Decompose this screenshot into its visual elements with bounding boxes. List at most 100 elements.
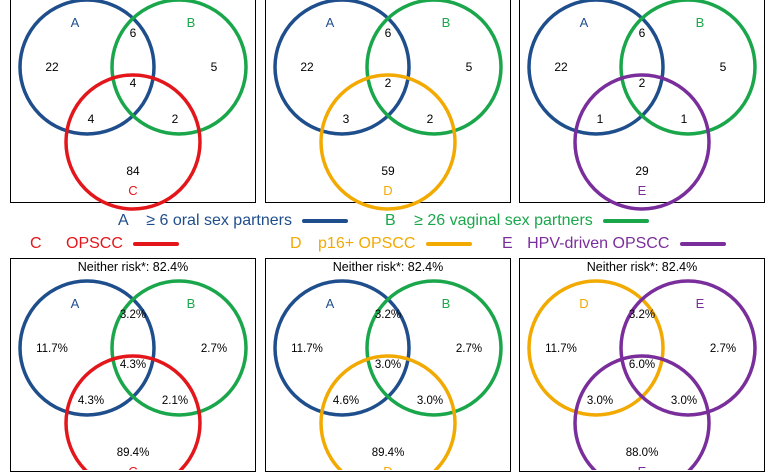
venn-top-2-value-ac: 3 bbox=[343, 112, 350, 126]
venn-bottom-1-value-b: 2.7% bbox=[201, 343, 227, 355]
venn-top-3-value-ab: 6 bbox=[639, 26, 646, 40]
venn-top-3-value-a: 22 bbox=[554, 60, 568, 74]
venn-top-1-value-abc: 4 bbox=[130, 76, 137, 90]
legend-line-C bbox=[133, 241, 180, 246]
venn-bottom-2-label-a: A bbox=[326, 296, 335, 311]
venn-top-2-value-a: 22 bbox=[300, 60, 314, 74]
venn-top-2-set-c-circle bbox=[319, 73, 457, 211]
venn-top-3-value-c: 29 bbox=[635, 164, 649, 178]
venn-top-3-label-a: A bbox=[580, 15, 589, 30]
venn-bottom-1-header: Neither risk*: 82.4% bbox=[78, 260, 188, 274]
venn-bottom-2-value-b: 2.7% bbox=[456, 343, 482, 355]
legend-line-A bbox=[302, 218, 349, 223]
venn-top-2-value-c: 59 bbox=[381, 164, 395, 178]
panel-top-1 bbox=[10, 0, 256, 203]
legend-item-D: D p16+ OPSCC bbox=[290, 235, 472, 253]
venn-top-2-value-bc: 2 bbox=[427, 112, 434, 126]
venn-bottom-3-set-b-circle bbox=[619, 279, 757, 417]
panel-top-3 bbox=[519, 0, 765, 203]
venn-bottom-1-set-a-circle bbox=[18, 279, 156, 417]
venn-top-2-label-c: D bbox=[383, 183, 392, 198]
venn-bottom-3-header: Neither risk*: 82.4% bbox=[587, 260, 697, 274]
venn-bottom-2-value-abc: 3.0% bbox=[375, 359, 401, 371]
legend-key-D: D bbox=[290, 235, 302, 252]
venn-top-1-value-ab: 6 bbox=[130, 26, 137, 40]
legend-line-E bbox=[679, 241, 726, 246]
venn-top-1-set-a-circle bbox=[18, 0, 156, 136]
venn-bottom-2-label-b: B bbox=[442, 296, 451, 311]
venn-top-3-value-ac: 1 bbox=[597, 112, 604, 126]
venn-top-3-value-b: 5 bbox=[720, 60, 727, 74]
panel-top-2 bbox=[265, 0, 511, 203]
venn-bottom-1-value-ab: 3.2% bbox=[120, 309, 146, 321]
legend-key-E: E bbox=[502, 235, 513, 252]
venn-bottom-1-label-b: B bbox=[187, 296, 196, 311]
venn-bottom-2-value-bc: 3.0% bbox=[417, 395, 443, 407]
venn-bottom-3-set-a-circle bbox=[527, 279, 665, 417]
venn-bottom-2-label-c: D bbox=[383, 464, 392, 470]
venn-top-2-label-a: A bbox=[326, 15, 335, 30]
venn-bottom-1-value-abc: 4.3% bbox=[120, 359, 146, 371]
venn-top-3-value-bc: 1 bbox=[681, 112, 688, 126]
venn-top-1-value-c: 84 bbox=[126, 164, 140, 178]
venn-bottom-2-set-c-circle bbox=[319, 354, 457, 470]
venn-top-3-label-c: E bbox=[638, 183, 647, 198]
venn-top-2-set-b-circle bbox=[365, 0, 503, 136]
legend-item-B: B ≥ 26 vaginal sex partners bbox=[385, 212, 650, 230]
venn-top-2-label-b: B bbox=[442, 15, 451, 30]
venn-bottom-1-label-c: C bbox=[128, 464, 137, 470]
venn-top-1-set-b-circle bbox=[110, 0, 248, 136]
venn-bottom-3-value-abc: 6.0% bbox=[629, 359, 655, 371]
legend-line-B bbox=[603, 218, 650, 223]
panel-bottom-1 bbox=[10, 258, 256, 472]
venn-top-1-label-b: B bbox=[187, 15, 196, 30]
legend-label-C: OPSCC bbox=[66, 235, 123, 252]
venn-top-1-value-b: 5 bbox=[211, 60, 218, 74]
venn-bottom-3-value-b: 2.7% bbox=[710, 343, 736, 355]
venn-bottom-3-value-ac: 3.0% bbox=[587, 395, 613, 407]
venn-bottom-2-value-c: 89.4% bbox=[372, 447, 405, 459]
legend-item-C: C OPSCC bbox=[30, 235, 180, 253]
venn-bottom-3-value-bc: 3.0% bbox=[671, 395, 697, 407]
venn-top-3-label-b: B bbox=[696, 15, 705, 30]
venn-bottom-2-header: Neither risk*: 82.4% bbox=[333, 260, 443, 274]
venn-bottom-2-value-ab: 3.2% bbox=[375, 309, 401, 321]
venn-top-1-value-ac: 4 bbox=[88, 112, 95, 126]
venn-top-1-value-a: 22 bbox=[45, 60, 59, 74]
venn-bottom-3-label-b: E bbox=[696, 296, 705, 311]
venn-top-1-value-bc: 2 bbox=[172, 112, 179, 126]
venn-bottom-3-value-a: 11.7% bbox=[545, 343, 577, 355]
venn-bottom-1-value-ac: 4.3% bbox=[78, 395, 104, 407]
venn-bottom-3-value-ab: 3.2% bbox=[629, 309, 655, 321]
venn-bottom-1-label-a: A bbox=[71, 296, 80, 311]
venn-bottom-2-set-b-circle bbox=[365, 279, 503, 417]
venn-top-2-set-a-circle bbox=[273, 0, 411, 136]
legend-line-D bbox=[425, 241, 472, 246]
venn-bottom-1-set-b-circle bbox=[110, 279, 248, 417]
legend-label-D: p16+ OPSCC bbox=[318, 235, 416, 252]
legend-label-E: HPV-driven OPSCC bbox=[527, 235, 670, 252]
legend-item-A: A ≥ 6 oral sex partners bbox=[118, 212, 349, 230]
venn-top-1-label-c: C bbox=[128, 183, 137, 198]
venn-top-1-set-c-circle bbox=[64, 73, 202, 211]
venn-bottom-3-set-c-circle bbox=[573, 354, 711, 470]
venn-bottom-3-label-c: E bbox=[638, 464, 647, 470]
legend-label-A: ≥ 6 oral sex partners bbox=[146, 212, 292, 229]
venn-top-3-set-b-circle bbox=[619, 0, 757, 136]
venn-top-3-value-abc: 2 bbox=[639, 76, 646, 90]
venn-top-1-label-a: A bbox=[71, 15, 80, 30]
venn-top-2-value-b: 5 bbox=[466, 60, 473, 74]
venn-bottom-1-value-a: 11.7% bbox=[36, 343, 68, 355]
legend-label-B: ≥ 26 vaginal sex partners bbox=[414, 212, 593, 229]
venn-top-2-value-ab: 6 bbox=[385, 26, 392, 40]
venn-bottom-3-label-a: D bbox=[579, 296, 588, 311]
venn-bottom-2-value-ac: 4.6% bbox=[333, 395, 359, 407]
venn-bottom-1-value-bc: 2.1% bbox=[162, 395, 188, 407]
legend-key-B: B bbox=[385, 212, 396, 229]
venn-bottom-2-value-a: 11.7% bbox=[291, 343, 323, 355]
legend-item-E: E HPV-driven OPSCC bbox=[502, 235, 726, 253]
venn-top-2-value-abc: 2 bbox=[385, 76, 392, 90]
venn-bottom-1-value-c: 89.4% bbox=[117, 447, 150, 459]
venn-top-3-set-c-circle bbox=[573, 73, 711, 211]
